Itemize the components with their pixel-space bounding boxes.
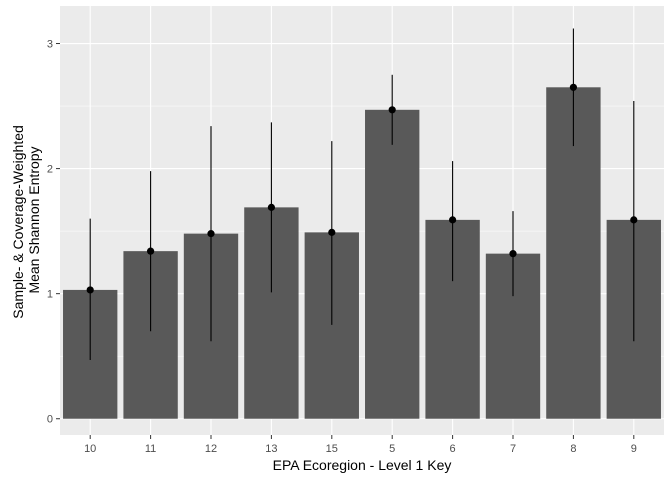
mean-points [86,83,638,294]
x-axis-title: EPA Ecoregion - Level 1 Key [273,457,452,473]
x-tick-label: 6 [450,443,456,455]
mean-point-15 [328,228,336,236]
y-axis-ticks: 0 1 2 3 [47,39,60,426]
y-tick-label: 1 [47,289,53,301]
x-tick-label: 15 [326,443,338,455]
x-tick-label: 8 [570,443,576,455]
x-tick-label: 10 [84,443,96,455]
y-tick-label: 2 [47,164,53,176]
mean-point-5 [388,106,396,114]
x-tick-label: 11 [145,443,156,455]
y-tick-label: 0 [47,414,53,426]
y-axis-title: Sample- & Coverage-Weighted Mean Shannon… [10,121,42,318]
y-axis-title-line-2: Mean Shannon Entropy [26,146,42,293]
bars [63,87,661,419]
x-tick-label: 5 [389,443,395,455]
mean-point-9 [630,216,638,224]
x-tick-label: 7 [510,443,516,455]
x-tick-label: 13 [265,443,277,455]
mean-point-10 [86,286,94,294]
x-axis-ticks: 10 11 12 13 15 5 6 7 8 9 [84,435,637,455]
mean-point-11 [147,247,155,255]
mean-point-13 [267,203,275,211]
mean-point-12 [207,230,215,238]
mean-point-7 [509,250,517,258]
x-tick-label: 12 [205,443,217,455]
mean-point-6 [449,216,457,224]
x-tick-label: 9 [631,443,637,455]
y-tick-label: 3 [47,39,53,51]
y-axis-title-line-1: Sample- & Coverage-Weighted [10,125,26,319]
bar-5 [365,109,420,419]
mean-point-8 [569,83,578,91]
